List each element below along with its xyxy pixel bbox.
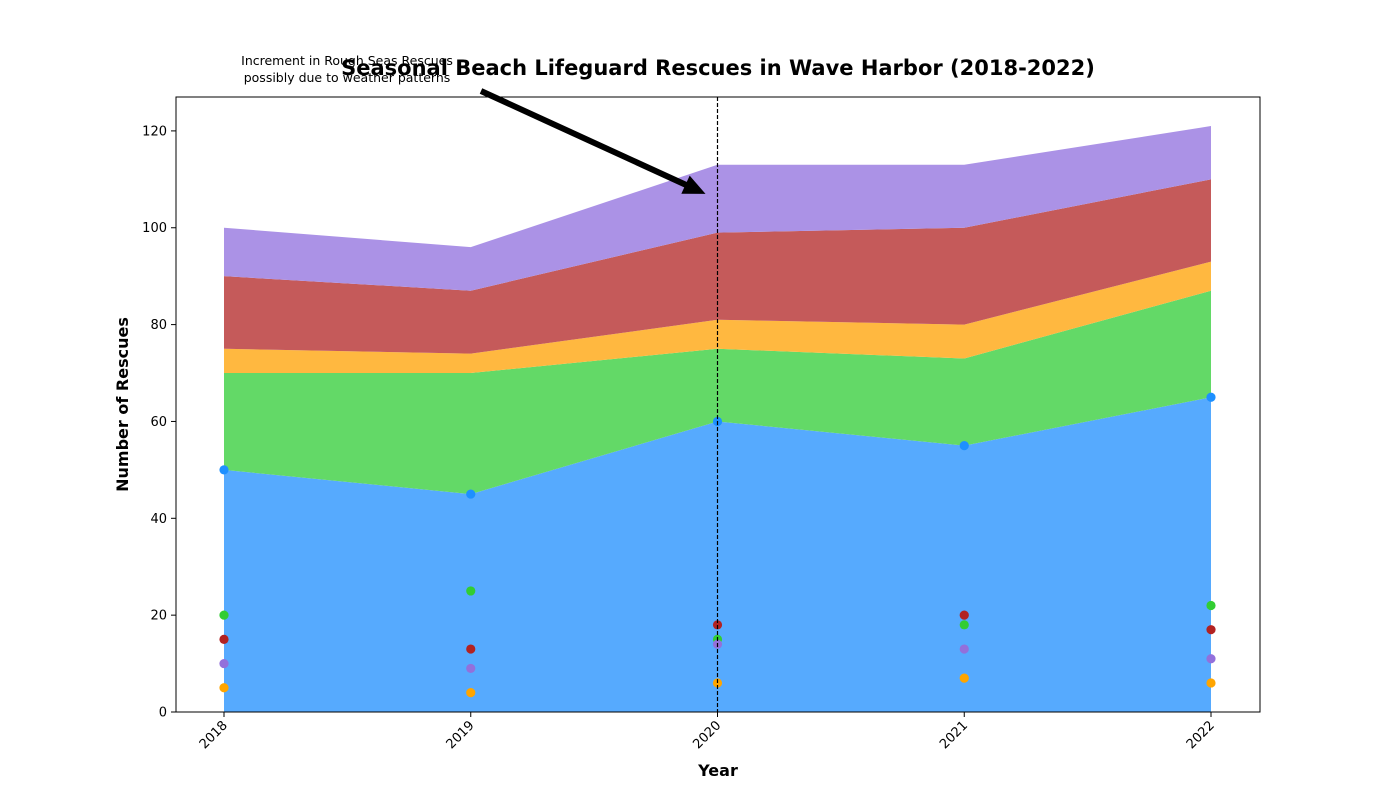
annotation: Increment in Rough Seas Rescues possibly… <box>241 53 706 194</box>
y-tick-label: 120 <box>142 124 167 139</box>
y-tick-label: 60 <box>150 415 167 430</box>
chart-title: Seasonal Beach Lifeguard Rescues in Wave… <box>341 56 1095 80</box>
data-point-series-5-2019 <box>466 663 476 674</box>
data-point-series-3-2021 <box>959 673 969 683</box>
area-series-3 <box>224 261 1211 374</box>
x-axis-title: Year <box>697 761 738 780</box>
annotation-text-line-1: Increment in Rough Seas Rescues <box>241 53 453 68</box>
y-axis-title: Number of Rescues <box>113 317 132 492</box>
data-point-series-1-2022 <box>1206 392 1216 402</box>
data-point-series-4-2019 <box>466 644 476 654</box>
data-point-series-4-2018 <box>219 634 229 644</box>
data-point-series-3-2018 <box>219 683 229 693</box>
data-point-series-2-2022 <box>1206 600 1216 611</box>
annotation-arrow-shaft <box>479 88 689 189</box>
data-point-series-5-2018 <box>219 658 229 669</box>
annotation-arrow-head <box>681 175 706 194</box>
data-point-series-2-2021 <box>959 620 969 630</box>
data-point-series-1-2021 <box>959 441 969 451</box>
data-point-series-5-2021 <box>959 644 969 654</box>
data-point-series-1-2019 <box>466 489 476 499</box>
data-point-series-2-2019 <box>466 586 476 596</box>
data-point-series-4-2021 <box>959 610 969 620</box>
y-tick-label: 0 <box>159 706 167 721</box>
data-point-series-2-2018 <box>219 610 229 620</box>
data-point-series-5-2022 <box>1206 654 1216 664</box>
data-point-series-4-2022 <box>1206 625 1216 635</box>
y-tick-label: 20 <box>150 609 167 624</box>
y-axis-ticks: 0 20 40 60 80 100 120 <box>142 124 176 721</box>
data-point-series-4-2020 <box>712 620 723 630</box>
data-point-series-1-2018 <box>219 465 229 475</box>
y-tick-label: 40 <box>150 512 167 527</box>
data-point-series-3-2022 <box>1206 678 1216 688</box>
y-tick-label: 80 <box>150 318 167 333</box>
annotation-text-line-2: possibly due to weather patterns <box>244 70 451 85</box>
y-tick-label: 100 <box>142 221 167 236</box>
data-point-series-3-2019 <box>466 688 476 698</box>
